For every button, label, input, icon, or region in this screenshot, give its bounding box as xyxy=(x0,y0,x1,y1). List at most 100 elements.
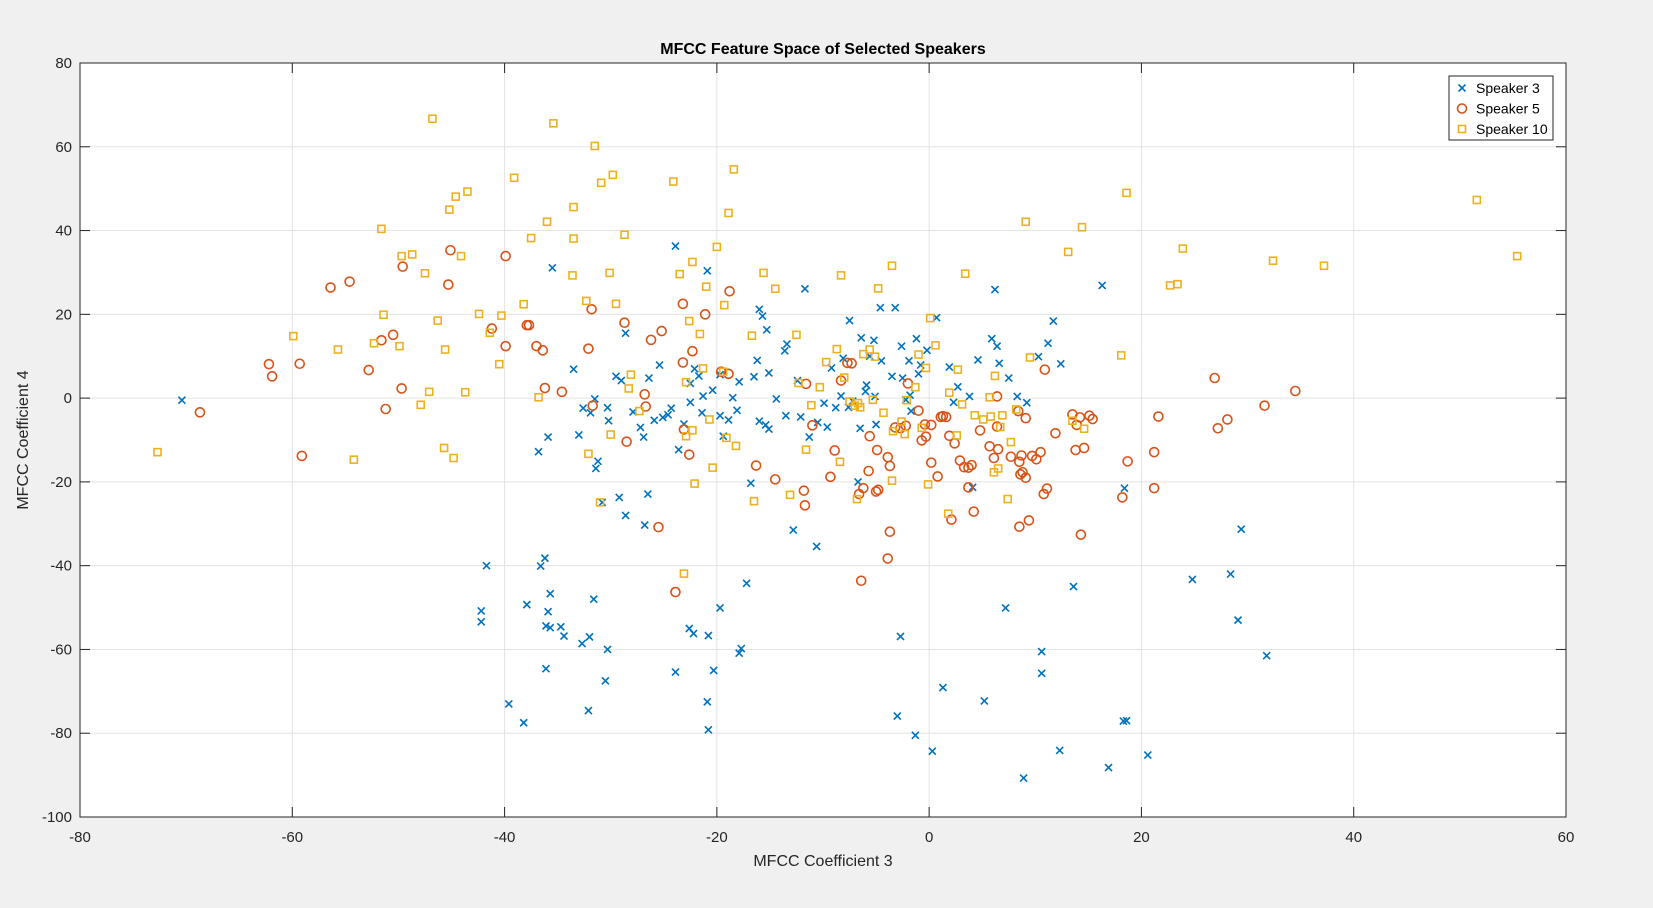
data-point xyxy=(911,382,920,392)
data-point xyxy=(879,408,888,418)
data-point xyxy=(644,373,653,383)
data-point xyxy=(500,250,511,262)
data-point xyxy=(1188,575,1197,584)
data-point xyxy=(1173,279,1182,289)
chart-title: MFCC Feature Space of Selected Speakers xyxy=(660,41,986,58)
data-point xyxy=(764,368,773,378)
data-point xyxy=(603,645,612,654)
data-point xyxy=(782,340,791,349)
data-point xyxy=(601,676,610,685)
data-point xyxy=(1087,413,1098,425)
data-point xyxy=(835,457,845,467)
data-point xyxy=(985,392,994,402)
y-tick-label: -20 xyxy=(50,474,72,491)
data-point xyxy=(586,304,597,315)
data-point xyxy=(694,371,703,380)
data-point xyxy=(1001,603,1010,613)
data-point xyxy=(698,364,708,373)
data-point xyxy=(686,398,695,407)
data-point xyxy=(177,396,186,405)
data-point xyxy=(542,217,552,227)
data-point xyxy=(396,383,407,394)
data-point xyxy=(968,506,980,517)
data-point xyxy=(344,276,355,287)
tick-labels: -80 -60 -40 -20 0 20 40 60 -100 -80 -60 -40 -20 0 20 40… xyxy=(42,55,1574,846)
data-point xyxy=(902,395,912,405)
data-point xyxy=(953,382,962,391)
data-point xyxy=(677,357,689,368)
data-point xyxy=(1034,352,1043,361)
data-point xyxy=(993,342,1002,351)
data-point xyxy=(870,486,882,497)
data-point xyxy=(593,457,603,466)
data-point xyxy=(621,436,632,447)
data-point xyxy=(798,485,810,496)
data-point xyxy=(876,303,885,312)
data-point xyxy=(1084,410,1095,422)
y-tick-label: 0 xyxy=(64,390,72,407)
data-point xyxy=(857,333,866,342)
data-point xyxy=(1039,364,1051,375)
data-point xyxy=(958,461,970,473)
data-point xyxy=(960,269,970,279)
data-point xyxy=(995,422,1005,432)
data-point xyxy=(772,394,781,404)
data-point xyxy=(980,696,989,706)
data-point xyxy=(695,329,705,339)
data-point xyxy=(1038,488,1050,500)
data-point xyxy=(912,334,921,343)
data-point xyxy=(952,431,962,440)
data-point xyxy=(1237,525,1246,534)
data-point xyxy=(556,622,565,631)
data-point xyxy=(735,377,744,386)
data-point xyxy=(1055,746,1064,755)
legend[interactable]: Speaker 3 Speaker 5 Speaker 10 xyxy=(1448,75,1554,141)
data-point xyxy=(888,426,898,436)
data-point xyxy=(1098,281,1107,290)
data-point xyxy=(677,298,689,310)
y-tick-label: -80 xyxy=(50,725,72,742)
data-point xyxy=(549,119,558,128)
legend-items: Speaker 3 Speaker 5 Speaker 10 xyxy=(1456,80,1548,137)
data-point xyxy=(872,420,881,429)
data-point xyxy=(526,233,536,243)
data-point xyxy=(541,621,551,631)
data-point xyxy=(619,317,630,329)
data-point xyxy=(463,187,472,196)
data-point xyxy=(690,479,699,488)
data-point xyxy=(674,445,683,454)
data-point xyxy=(921,363,931,373)
data-point xyxy=(1079,424,1089,433)
data-point xyxy=(636,423,645,432)
data-point xyxy=(477,617,486,626)
data-point xyxy=(589,595,598,604)
data-point xyxy=(539,382,551,394)
data-point xyxy=(699,309,711,320)
data-point xyxy=(749,372,759,381)
data-point xyxy=(1035,446,1046,458)
y-tick-label: 80 xyxy=(55,55,72,72)
data-point xyxy=(689,629,698,638)
y-tick-label: -40 xyxy=(50,558,72,575)
data-point xyxy=(658,413,667,422)
data-point xyxy=(656,325,667,337)
data-point xyxy=(679,420,689,429)
data-point xyxy=(770,284,780,294)
data-point xyxy=(704,725,713,734)
data-point xyxy=(679,569,689,578)
data-point xyxy=(836,391,846,401)
data-point xyxy=(603,403,612,412)
x-tick-label: 40 xyxy=(1345,829,1362,846)
data-point xyxy=(556,386,568,398)
data-point xyxy=(379,310,388,320)
data-point xyxy=(1056,359,1065,368)
data-point xyxy=(815,382,825,392)
data-point xyxy=(639,433,648,442)
data-point xyxy=(813,418,822,427)
data-point xyxy=(568,271,577,280)
data-point xyxy=(540,554,549,563)
data-point xyxy=(1013,392,1022,401)
data-point xyxy=(596,178,606,188)
data-point xyxy=(870,352,880,361)
data-point xyxy=(697,408,707,417)
